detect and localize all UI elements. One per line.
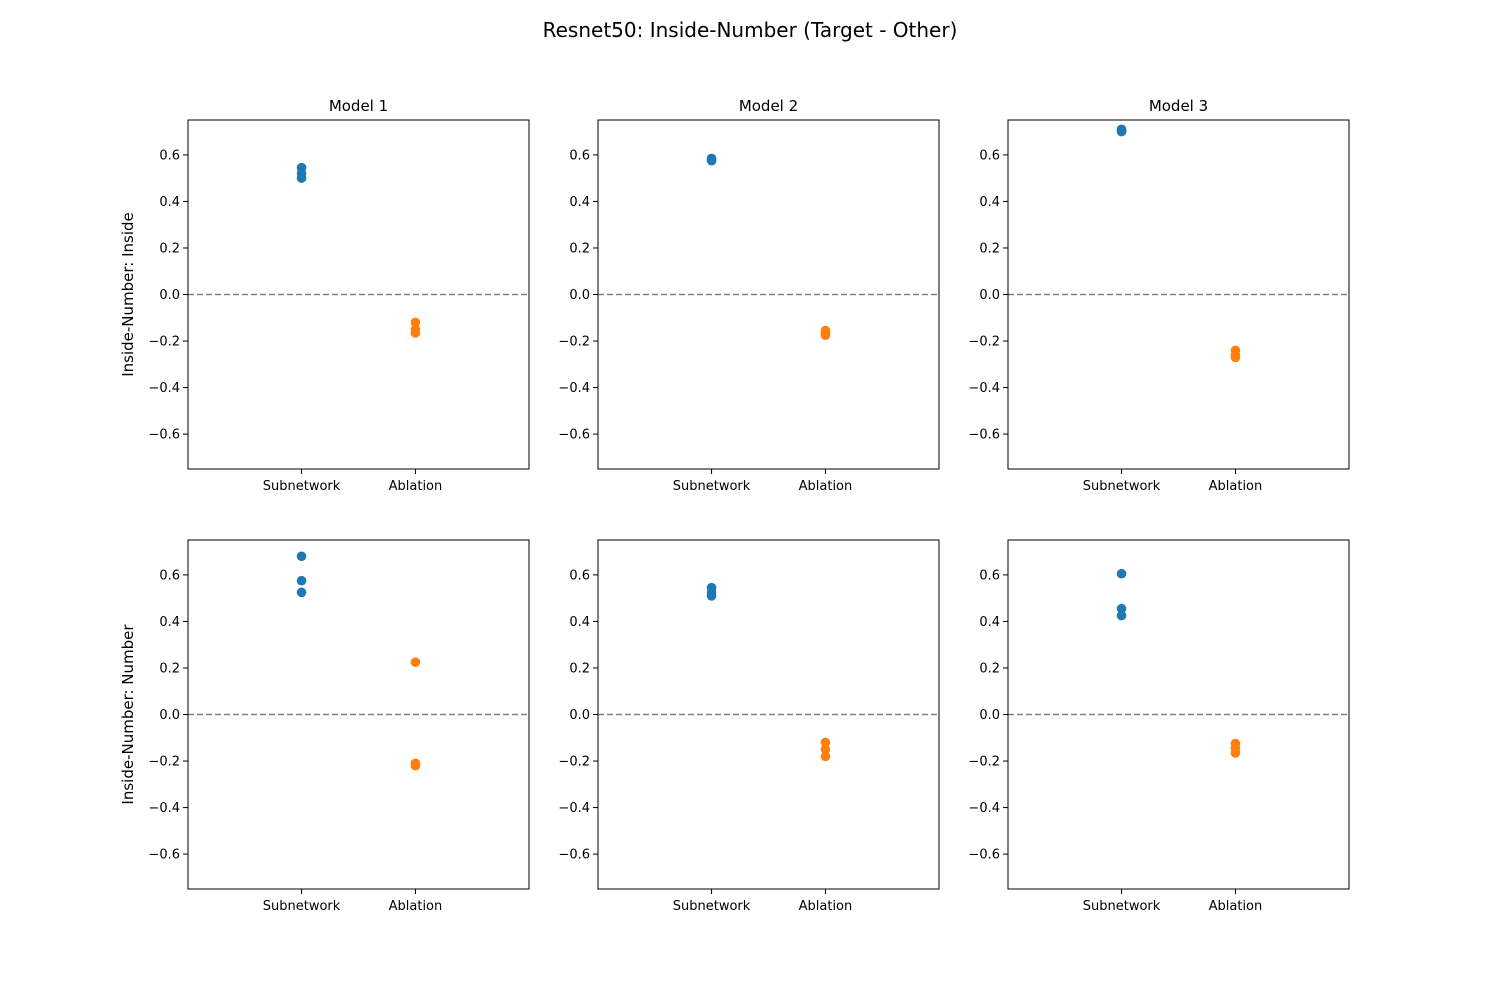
y-tick-label: 0.6: [159, 148, 180, 163]
x-tick-label: Subnetwork: [263, 479, 341, 494]
x-tick-label: Ablation: [799, 479, 853, 494]
y-tick-label: 0.0: [159, 708, 180, 723]
data-point-subnetwork: [1116, 568, 1127, 579]
axes-frame: [597, 539, 940, 890]
y-tick-label: −0.6: [968, 848, 1000, 863]
axes-frame: [187, 119, 530, 470]
y-tick-label: 0.0: [569, 288, 590, 303]
x-tick-label: Ablation: [1209, 899, 1263, 914]
y-tick-label: 0.2: [159, 241, 180, 256]
data-point-subnetwork: [706, 591, 717, 601]
data-point-subnetwork: [296, 551, 307, 562]
x-tick-label: Subnetwork: [263, 899, 341, 914]
axes-frame: [187, 539, 530, 890]
y-tick-label: −0.6: [148, 848, 180, 863]
y-tick-label: −0.4: [148, 381, 180, 396]
y-tick-label: 0.2: [569, 661, 590, 676]
y-tick-label: −0.6: [558, 848, 590, 863]
y-tick-label: −0.4: [968, 381, 1000, 396]
y-tick-label: 0.2: [979, 241, 1000, 256]
data-point-subnetwork: [1116, 610, 1127, 621]
data-point-subnetwork: [1116, 603, 1127, 614]
y-tick-label: 0.4: [159, 195, 180, 210]
panel-r1-c1: −0.6 −0.4 −0.2 0.0 0.2 0.4 0.6 Subnetwork Ablati…: [558, 539, 940, 914]
axes-frame: [1007, 539, 1350, 890]
data-point-ablation: [410, 317, 421, 328]
panel-title: Model 1: [329, 97, 388, 115]
x-tick-label: Subnetwork: [673, 899, 751, 914]
data-point-ablation: [410, 657, 421, 667]
y-tick-label: −0.4: [148, 801, 180, 816]
panel-r0-c0: Model 1 Inside-Number: Inside −0.6 −0.4 −0.2…: [119, 97, 530, 494]
y-tick-label: −0.2: [558, 335, 590, 350]
figure-title: Resnet50: Inside-Number (Target - Other): [543, 18, 958, 42]
y-tick-label: −0.2: [148, 335, 180, 350]
y-tick-label: 0.4: [569, 195, 590, 210]
y-tick-label: −0.6: [148, 428, 180, 443]
data-point-ablation: [820, 737, 831, 748]
y-axis-label: Inside-Number: Number: [119, 624, 137, 805]
panel-r0-c2: Model 3 −0.6 −0.4 −0.2 0.0 0.2 0.4 0.6 Subnetwor…: [968, 97, 1350, 494]
axes-frame: [597, 119, 940, 470]
data-point-ablation: [410, 328, 421, 338]
x-tick-label: Ablation: [389, 899, 443, 914]
y-tick-label: −0.4: [968, 801, 1000, 816]
y-tick-label: 0.4: [979, 195, 1000, 210]
x-tick-label: Ablation: [799, 899, 853, 914]
panel-r0-c1: Model 2 −0.6 −0.4 −0.2 0.0 0.2 0.4 0.6 Subnetwor…: [558, 97, 940, 494]
y-tick-label: −0.2: [558, 755, 590, 770]
y-tick-label: −0.4: [558, 801, 590, 816]
y-tick-label: 0.0: [159, 288, 180, 303]
panel-r1-c2: −0.6 −0.4 −0.2 0.0 0.2 0.4 0.6 Subnetwork Ablati…: [968, 539, 1350, 914]
y-tick-label: 0.0: [979, 288, 1000, 303]
y-tick-label: 0.6: [569, 148, 590, 163]
data-point-ablation: [410, 760, 421, 771]
data-point-ablation: [820, 330, 831, 341]
x-tick-label: Ablation: [1209, 479, 1263, 494]
y-tick-label: 0.4: [979, 615, 1000, 630]
panel-r1-c0: Inside-Number: Number −0.6 −0.4 −0.2 0.0 0.2 0…: [119, 539, 530, 914]
data-point-subnetwork: [1116, 126, 1127, 137]
y-tick-label: −0.6: [968, 428, 1000, 443]
data-point-subnetwork: [296, 587, 307, 598]
y-tick-label: 0.0: [979, 708, 1000, 723]
data-point-ablation: [820, 744, 831, 755]
y-tick-label: 0.6: [979, 148, 1000, 163]
data-point-subnetwork: [296, 173, 307, 183]
data-point-ablation: [1230, 748, 1241, 758]
y-tick-label: 0.6: [979, 568, 1000, 583]
y-tick-label: 0.6: [159, 568, 180, 583]
y-axis-label: Inside-Number: Inside: [119, 212, 137, 377]
y-tick-label: 0.2: [159, 661, 180, 676]
y-tick-label: 0.4: [569, 615, 590, 630]
panel-title: Model 2: [739, 97, 798, 115]
y-tick-label: −0.4: [558, 381, 590, 396]
x-tick-label: Subnetwork: [673, 479, 751, 494]
data-point-subnetwork: [706, 155, 717, 166]
y-tick-label: 0.0: [569, 708, 590, 723]
y-tick-label: 0.2: [569, 241, 590, 256]
x-tick-label: Ablation: [389, 479, 443, 494]
y-tick-label: 0.6: [569, 568, 590, 583]
axes-frame: [1007, 119, 1350, 470]
y-tick-label: −0.2: [968, 335, 1000, 350]
panels-grid: Model 1 Inside-Number: Inside −0.6 −0.4 −0.2…: [119, 97, 1350, 914]
y-tick-label: −0.2: [968, 755, 1000, 770]
data-point-subnetwork: [296, 575, 307, 586]
y-tick-label: −0.2: [148, 755, 180, 770]
x-tick-label: Subnetwork: [1083, 479, 1161, 494]
y-tick-label: −0.6: [558, 428, 590, 443]
y-tick-label: 0.4: [159, 615, 180, 630]
panel-title: Model 3: [1149, 97, 1208, 115]
y-tick-label: 0.2: [979, 661, 1000, 676]
data-point-ablation: [1230, 352, 1241, 363]
x-tick-label: Subnetwork: [1083, 899, 1161, 914]
data-point-ablation: [820, 751, 831, 762]
